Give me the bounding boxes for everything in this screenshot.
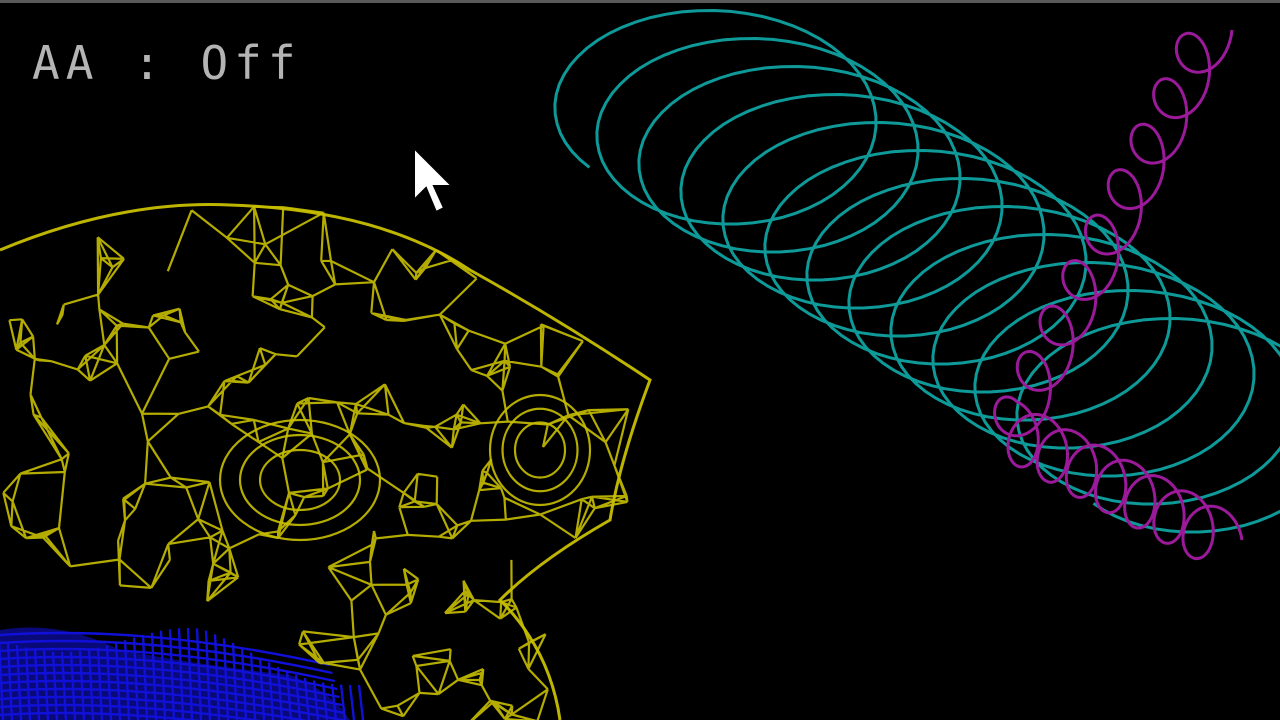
arrow-cursor-icon bbox=[413, 146, 455, 214]
blue-wireframe-mesh-stroke bbox=[0, 627, 365, 720]
antialiasing-status-label: AA : Off bbox=[32, 36, 302, 90]
monkey-head-wireframe-stroke bbox=[2, 205, 630, 720]
magenta-helix-coil-stroke bbox=[992, 29, 1244, 561]
blue-wireframe-mesh bbox=[0, 627, 365, 720]
teal-helix-coil-stroke bbox=[553, 8, 1280, 534]
monkey-head-wireframe bbox=[0, 203, 652, 720]
magenta-helix-coil bbox=[992, 29, 1244, 561]
monkey-head-wireframe-stroke bbox=[0, 203, 652, 720]
teal-helix-coil bbox=[553, 8, 1280, 534]
monkey-head-wireframe-stroke bbox=[218, 393, 592, 542]
top-border bbox=[0, 0, 1280, 3]
